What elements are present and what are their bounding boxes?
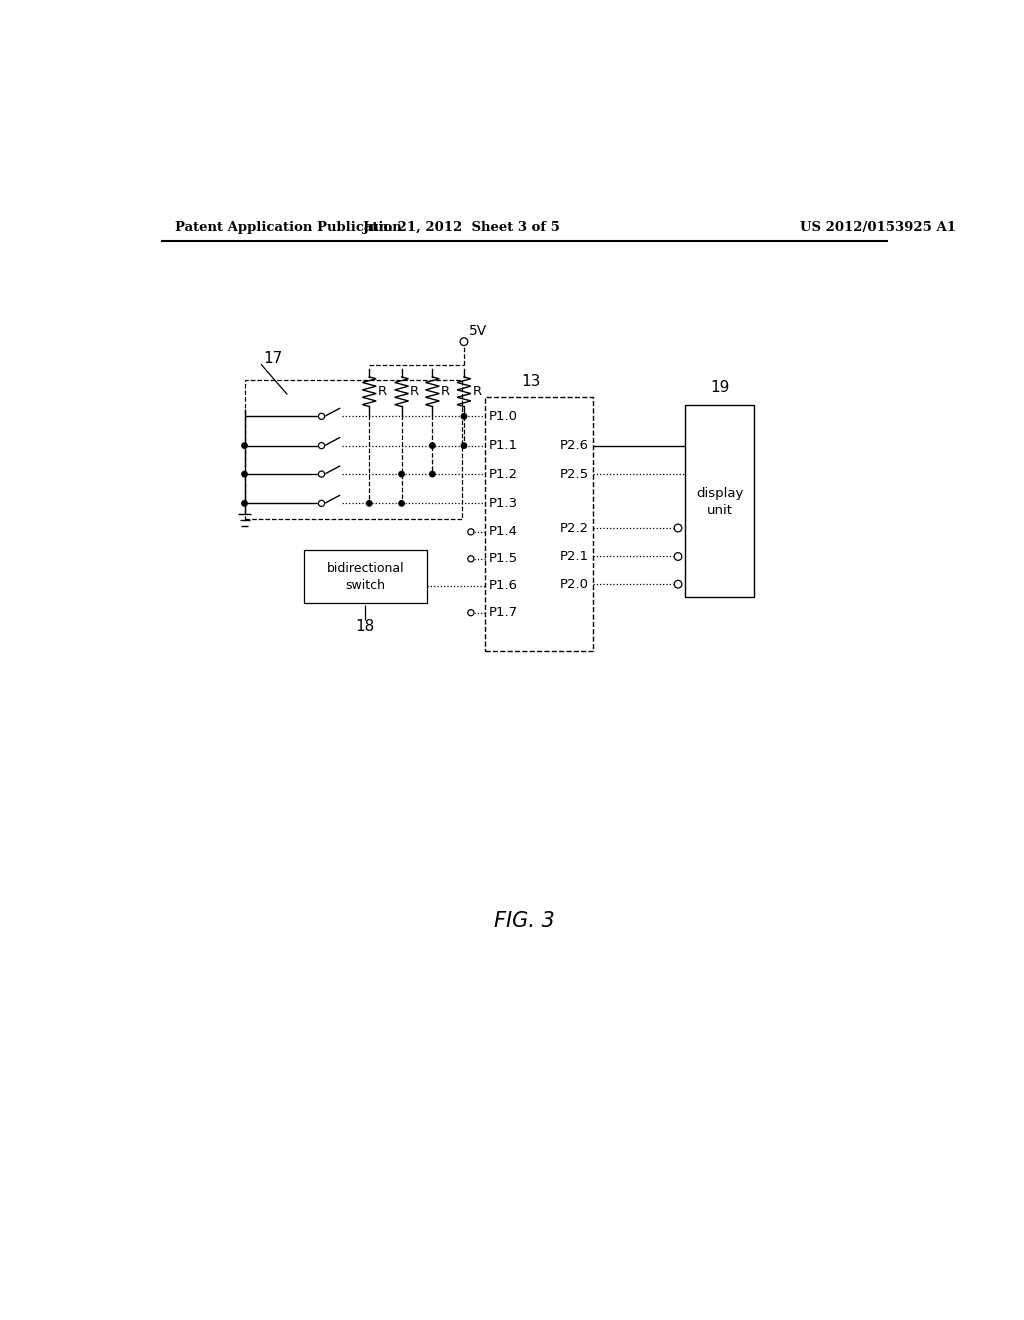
Text: 17: 17 xyxy=(264,351,283,366)
Text: bidirectional: bidirectional xyxy=(327,562,404,576)
Text: P1.1: P1.1 xyxy=(488,440,518,453)
Circle shape xyxy=(318,500,325,507)
Text: Patent Application Publication: Patent Application Publication xyxy=(175,222,402,234)
Text: R: R xyxy=(472,385,481,399)
Circle shape xyxy=(318,442,325,449)
Text: P1.0: P1.0 xyxy=(488,409,517,422)
Circle shape xyxy=(430,444,435,449)
Circle shape xyxy=(674,581,682,589)
Text: P1.2: P1.2 xyxy=(488,467,518,480)
Bar xyxy=(304,549,427,603)
Text: 5V: 5V xyxy=(469,323,486,338)
Text: display: display xyxy=(696,487,743,500)
Text: P1.6: P1.6 xyxy=(488,579,517,593)
Circle shape xyxy=(468,556,474,562)
Bar xyxy=(484,397,593,651)
Text: 18: 18 xyxy=(355,619,375,634)
Text: R: R xyxy=(441,385,450,399)
Text: switch: switch xyxy=(345,579,385,593)
Circle shape xyxy=(242,444,247,449)
Text: FIG. 3: FIG. 3 xyxy=(495,911,555,931)
Text: P2.5: P2.5 xyxy=(559,467,589,480)
Circle shape xyxy=(318,413,325,420)
Text: 13: 13 xyxy=(521,374,541,389)
Text: US 2012/0153925 A1: US 2012/0153925 A1 xyxy=(801,222,956,234)
Text: R: R xyxy=(378,385,387,399)
Text: 19: 19 xyxy=(710,380,729,396)
Circle shape xyxy=(461,444,467,449)
Circle shape xyxy=(461,413,467,418)
Circle shape xyxy=(318,471,325,478)
Bar xyxy=(245,380,462,519)
Text: P1.4: P1.4 xyxy=(488,525,517,539)
Circle shape xyxy=(399,500,404,506)
Circle shape xyxy=(468,529,474,535)
Text: R: R xyxy=(410,385,419,399)
Circle shape xyxy=(468,610,474,615)
Text: P2.0: P2.0 xyxy=(560,578,589,591)
Text: P2.6: P2.6 xyxy=(560,440,589,453)
Circle shape xyxy=(674,524,682,532)
Circle shape xyxy=(242,500,247,506)
Circle shape xyxy=(460,338,468,346)
Text: Jun. 21, 2012  Sheet 3 of 5: Jun. 21, 2012 Sheet 3 of 5 xyxy=(364,222,560,234)
Text: P1.3: P1.3 xyxy=(488,496,518,510)
Text: unit: unit xyxy=(707,504,732,517)
Circle shape xyxy=(367,500,372,506)
Circle shape xyxy=(242,471,247,477)
Text: P1.5: P1.5 xyxy=(488,552,518,565)
Text: P2.1: P2.1 xyxy=(559,550,589,564)
Bar xyxy=(685,405,755,598)
Text: P2.2: P2.2 xyxy=(559,521,589,535)
Circle shape xyxy=(674,553,682,561)
Circle shape xyxy=(399,471,404,477)
Circle shape xyxy=(430,471,435,477)
Text: P1.7: P1.7 xyxy=(488,606,518,619)
